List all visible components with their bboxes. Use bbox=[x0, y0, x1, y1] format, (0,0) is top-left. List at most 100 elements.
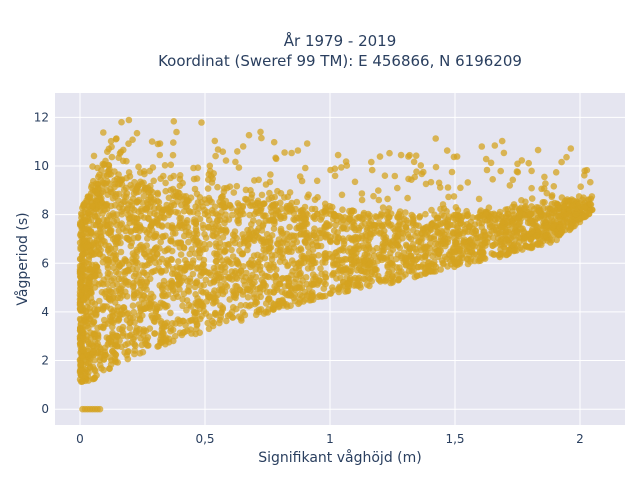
data-point bbox=[124, 234, 131, 242]
data-point bbox=[130, 308, 138, 316]
data-point bbox=[136, 279, 144, 287]
data-point bbox=[334, 262, 342, 269]
data-point bbox=[572, 211, 580, 218]
data-point bbox=[266, 189, 273, 197]
data-point bbox=[347, 253, 355, 261]
data-point bbox=[286, 289, 293, 297]
data-point bbox=[263, 288, 271, 296]
data-point bbox=[569, 202, 577, 210]
data-point bbox=[115, 317, 122, 324]
data-point bbox=[182, 322, 189, 329]
data-point bbox=[463, 221, 471, 228]
data-point bbox=[558, 194, 566, 201]
data-point bbox=[93, 247, 101, 255]
data-point bbox=[277, 253, 285, 260]
data-point bbox=[77, 281, 84, 289]
data-point bbox=[260, 281, 268, 289]
data-point bbox=[347, 269, 354, 276]
data-point bbox=[434, 214, 442, 222]
data-point bbox=[257, 128, 264, 136]
data-point bbox=[281, 149, 288, 156]
data-point bbox=[421, 246, 428, 253]
data-point bbox=[334, 229, 341, 236]
data-point bbox=[96, 171, 103, 178]
data-point bbox=[240, 234, 248, 241]
data-point bbox=[104, 229, 112, 237]
data-point bbox=[284, 236, 291, 243]
data-point bbox=[394, 242, 402, 249]
data-point bbox=[331, 211, 338, 219]
data-point bbox=[452, 204, 460, 211]
data-point bbox=[445, 213, 453, 220]
data-point bbox=[222, 281, 229, 289]
data-point bbox=[445, 193, 452, 201]
data-point bbox=[323, 221, 330, 228]
y-tick-label: 0 bbox=[41, 402, 49, 416]
data-point bbox=[270, 217, 278, 224]
data-point bbox=[162, 232, 169, 240]
data-point bbox=[272, 207, 280, 214]
data-point bbox=[170, 294, 177, 302]
data-point bbox=[445, 251, 453, 258]
data-point bbox=[202, 245, 209, 253]
data-point bbox=[96, 361, 104, 369]
data-point bbox=[193, 321, 201, 329]
data-point bbox=[101, 238, 108, 245]
data-point bbox=[148, 219, 156, 226]
data-point bbox=[223, 317, 230, 325]
data-point bbox=[130, 234, 137, 242]
data-point bbox=[186, 250, 193, 258]
data-point bbox=[109, 294, 117, 302]
data-point bbox=[417, 162, 425, 169]
data-point bbox=[222, 157, 230, 164]
data-point bbox=[237, 267, 245, 274]
data-point bbox=[296, 173, 304, 180]
data-point bbox=[516, 238, 523, 246]
data-point bbox=[443, 147, 451, 154]
data-point bbox=[116, 204, 123, 211]
data-point bbox=[199, 289, 207, 296]
data-point bbox=[501, 237, 509, 245]
data-point bbox=[117, 288, 125, 295]
data-point bbox=[125, 140, 132, 147]
data-point bbox=[331, 172, 339, 180]
data-point bbox=[253, 227, 260, 235]
data-point bbox=[233, 283, 241, 290]
data-point bbox=[179, 302, 186, 310]
data-point bbox=[399, 235, 406, 242]
data-point bbox=[103, 334, 111, 341]
data-point bbox=[224, 241, 232, 248]
data-point bbox=[132, 259, 139, 267]
data-point bbox=[77, 273, 84, 280]
data-point bbox=[522, 203, 529, 210]
data-point bbox=[169, 326, 177, 334]
data-point bbox=[231, 228, 239, 235]
y-tick-label: 8 bbox=[41, 208, 49, 222]
data-point bbox=[146, 305, 154, 313]
data-point bbox=[206, 197, 214, 204]
data-point bbox=[365, 241, 372, 249]
data-point bbox=[120, 198, 127, 206]
data-point bbox=[288, 199, 296, 207]
data-point bbox=[478, 219, 486, 227]
data-point bbox=[528, 195, 536, 202]
data-point bbox=[367, 222, 375, 229]
data-point bbox=[143, 229, 151, 236]
data-point bbox=[237, 315, 245, 322]
data-point bbox=[262, 300, 270, 307]
data-point bbox=[135, 163, 142, 171]
data-point bbox=[544, 205, 552, 212]
data-point bbox=[98, 280, 105, 287]
data-point bbox=[112, 337, 120, 345]
data-point bbox=[192, 234, 199, 241]
data-point bbox=[105, 161, 112, 169]
data-point bbox=[528, 243, 535, 251]
data-point bbox=[342, 158, 350, 165]
data-point bbox=[125, 310, 132, 317]
data-point bbox=[516, 210, 523, 217]
data-point bbox=[176, 172, 184, 179]
data-point bbox=[469, 242, 476, 249]
data-point bbox=[574, 201, 582, 209]
data-point bbox=[92, 180, 100, 187]
data-point bbox=[167, 309, 174, 317]
